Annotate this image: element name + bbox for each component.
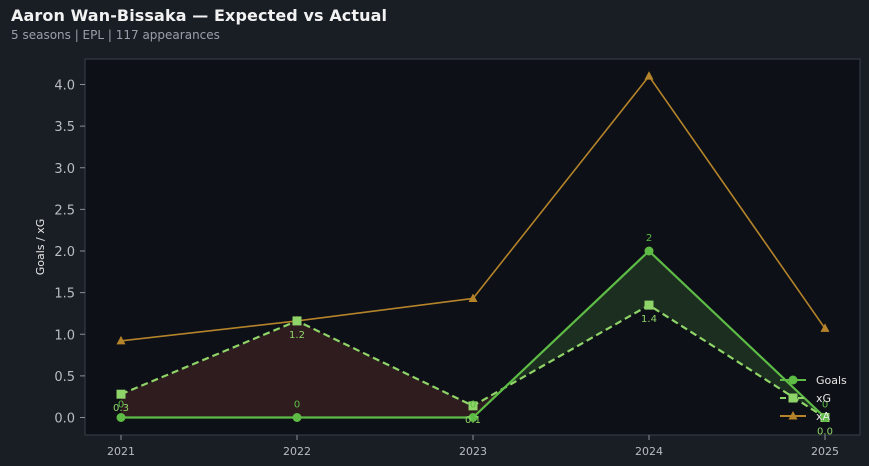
y-tick-label: 1.5 — [54, 287, 75, 302]
y-tick-label: 4.0 — [54, 79, 75, 94]
marker-xg — [468, 401, 478, 411]
legend-label: xA — [816, 410, 831, 423]
legend-marker-xa — [788, 411, 798, 420]
y-tick-label: 0.5 — [54, 370, 75, 385]
y-tick-label: 0.0 — [54, 412, 75, 427]
goals-data-label: 0 — [822, 400, 828, 411]
xg-data-label: 1.2 — [289, 330, 305, 341]
legend-label: xG — [816, 392, 831, 405]
y-tick-label: 1.0 — [54, 328, 75, 343]
x-tick-label: 2021 — [107, 445, 135, 458]
marker-xa — [468, 293, 478, 302]
legend-marker-xg — [788, 393, 798, 403]
marker-goals — [820, 413, 830, 422]
x-tick-label: 2022 — [283, 445, 311, 458]
marker-xg — [116, 389, 126, 399]
legend-marker-goals — [788, 375, 798, 385]
marker-goals — [116, 413, 126, 422]
goals-data-label: 0 — [118, 400, 124, 411]
marker-xa — [820, 323, 830, 332]
marker-xg — [644, 300, 654, 310]
xg-data-label: 1.4 — [641, 314, 657, 325]
marker-goals — [468, 413, 478, 422]
chart-title: Aaron Wan-Bissaka — Expected vs Actual — [11, 6, 388, 25]
xg-data-label: 0.0 — [817, 427, 833, 438]
legend: Goals xG xA — [780, 374, 847, 423]
y-tick-label: 2.5 — [54, 203, 75, 218]
x-tick-label: 2023 — [459, 445, 487, 458]
underperform-fill — [297, 320, 473, 418]
underperform-fill — [121, 320, 297, 418]
goals-data-label: 0 — [294, 400, 300, 411]
y-tick-label: 2.0 — [54, 245, 75, 260]
chart-subtitle: 5 seasons | EPL | 117 appearances — [11, 28, 220, 42]
marker-goals — [292, 413, 302, 422]
xg-data-label: 0.1 — [465, 415, 481, 426]
y-tick-label: 3.5 — [54, 120, 75, 135]
x-tick-label: 2025 — [811, 445, 839, 458]
series-layer — [116, 71, 830, 422]
chart-header: Aaron Wan-Bissaka — Expected vs Actual 5… — [11, 6, 387, 42]
marker-xg — [292, 316, 302, 326]
axes: 0.0 0.5 1.0 1.5 2.0 2.5 3.0 3.5 4.0 2021 2022 2023 2… — [34, 79, 839, 459]
x-tick-label: 2024 — [635, 445, 663, 458]
y-tick-label: 3.0 — [54, 162, 75, 177]
marker-goals — [644, 246, 654, 256]
legend-label: Goals — [816, 374, 847, 387]
goals-data-label: 0 — [470, 400, 476, 411]
marker-xa — [644, 71, 654, 80]
marker-xa — [116, 335, 126, 345]
y-axis-label: Goals / xG — [34, 219, 47, 276]
xg-data-label: 0.3 — [113, 403, 129, 414]
goals-data-label: 2 — [646, 233, 652, 244]
